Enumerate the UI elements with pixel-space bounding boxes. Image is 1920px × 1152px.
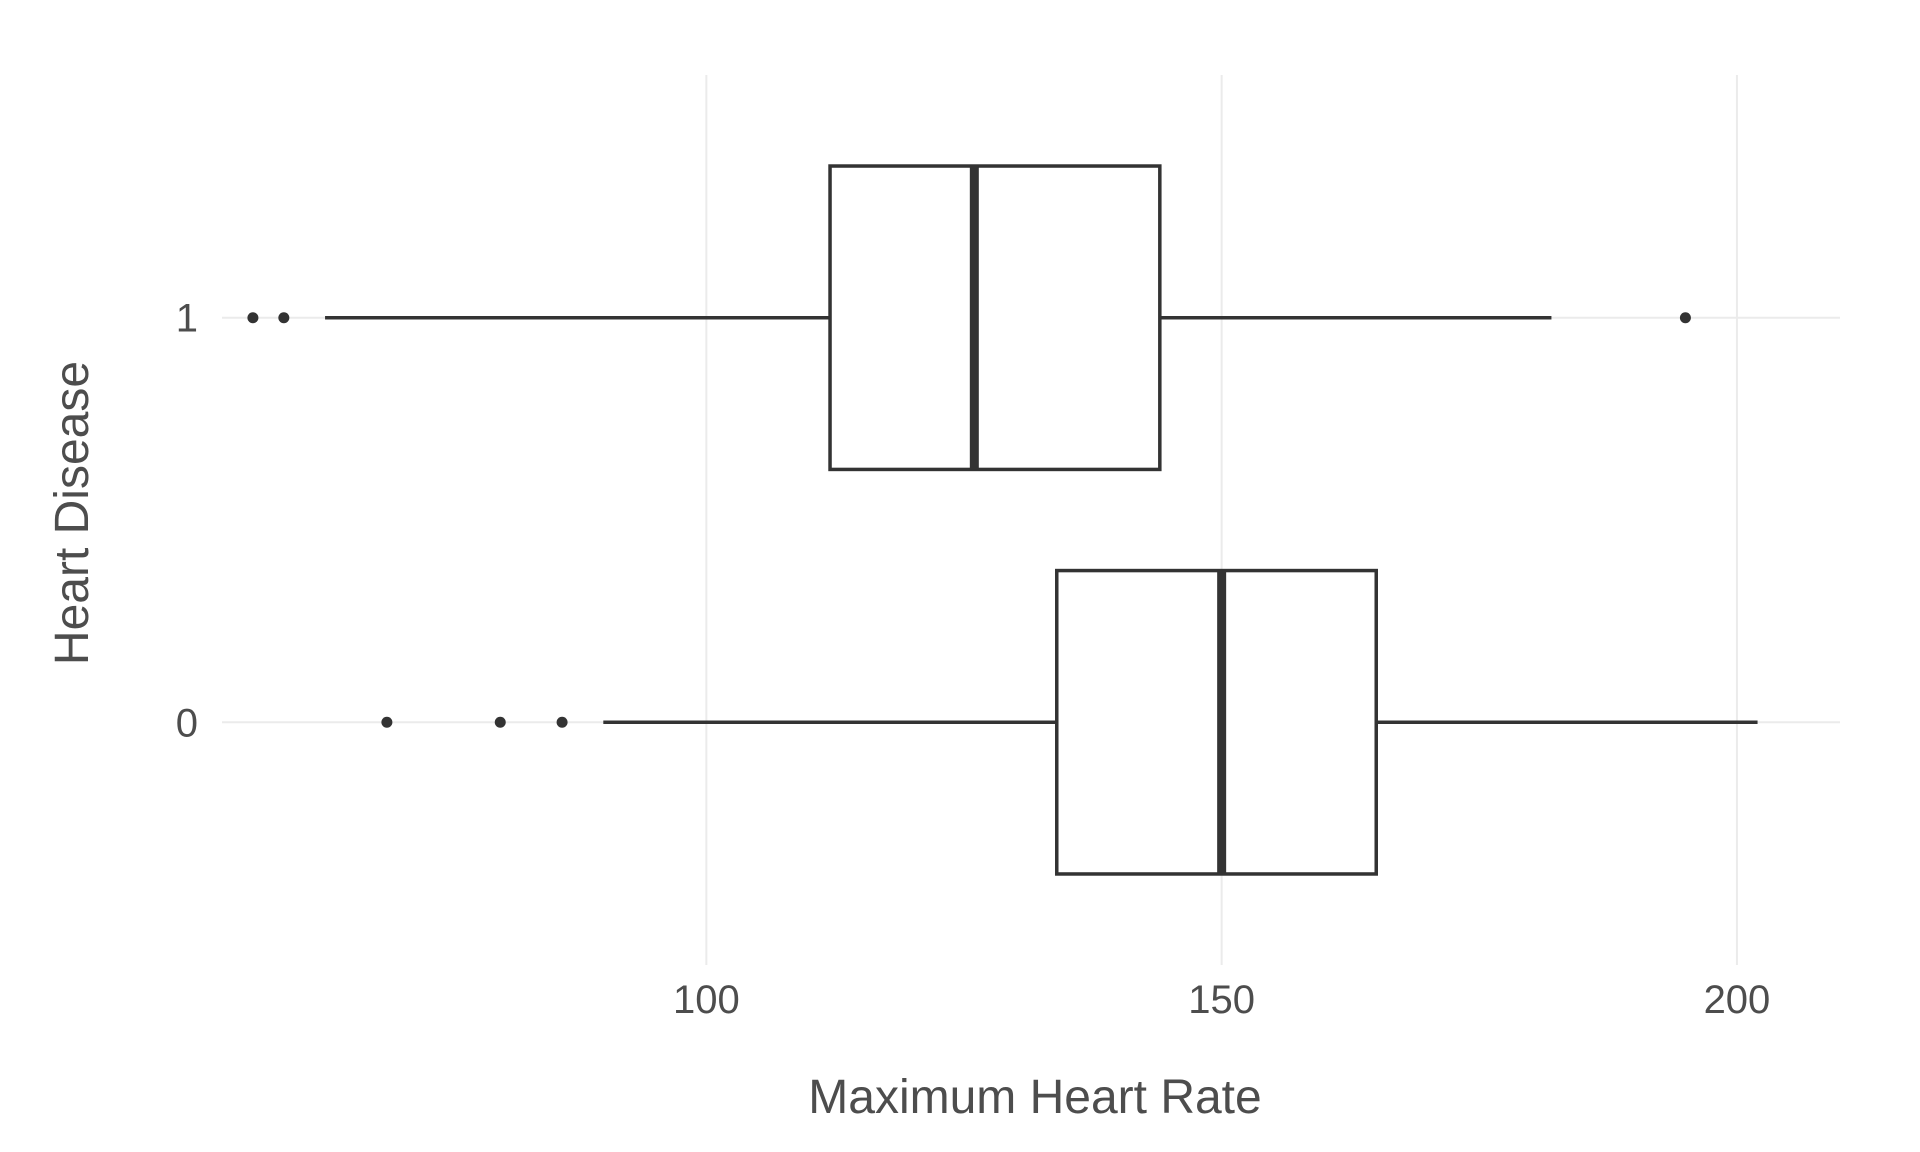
y-axis-title: Heart Disease (46, 361, 99, 665)
x-axis-title: Maximum Heart Rate (808, 1071, 1261, 1124)
outlier-point (381, 716, 393, 728)
box-iqr (1055, 568, 1378, 876)
x-tick-label: 100 (673, 978, 740, 1022)
y-tick-label: 0 (176, 701, 198, 745)
outlier-point (278, 312, 290, 324)
outlier-point (1679, 312, 1691, 324)
outlier-point (556, 716, 568, 728)
y-axis-ticks: 01 (176, 297, 198, 746)
x-tick-label: 150 (1188, 978, 1255, 1022)
box-iqr (828, 164, 1162, 472)
outlier-point (247, 312, 259, 324)
outlier-point (494, 716, 506, 728)
boxes-layer (247, 164, 1758, 876)
y-tick-label: 1 (176, 297, 198, 341)
x-axis-ticks: 100 150 200 (673, 978, 1770, 1022)
x-tick-label: 200 (1704, 978, 1771, 1022)
